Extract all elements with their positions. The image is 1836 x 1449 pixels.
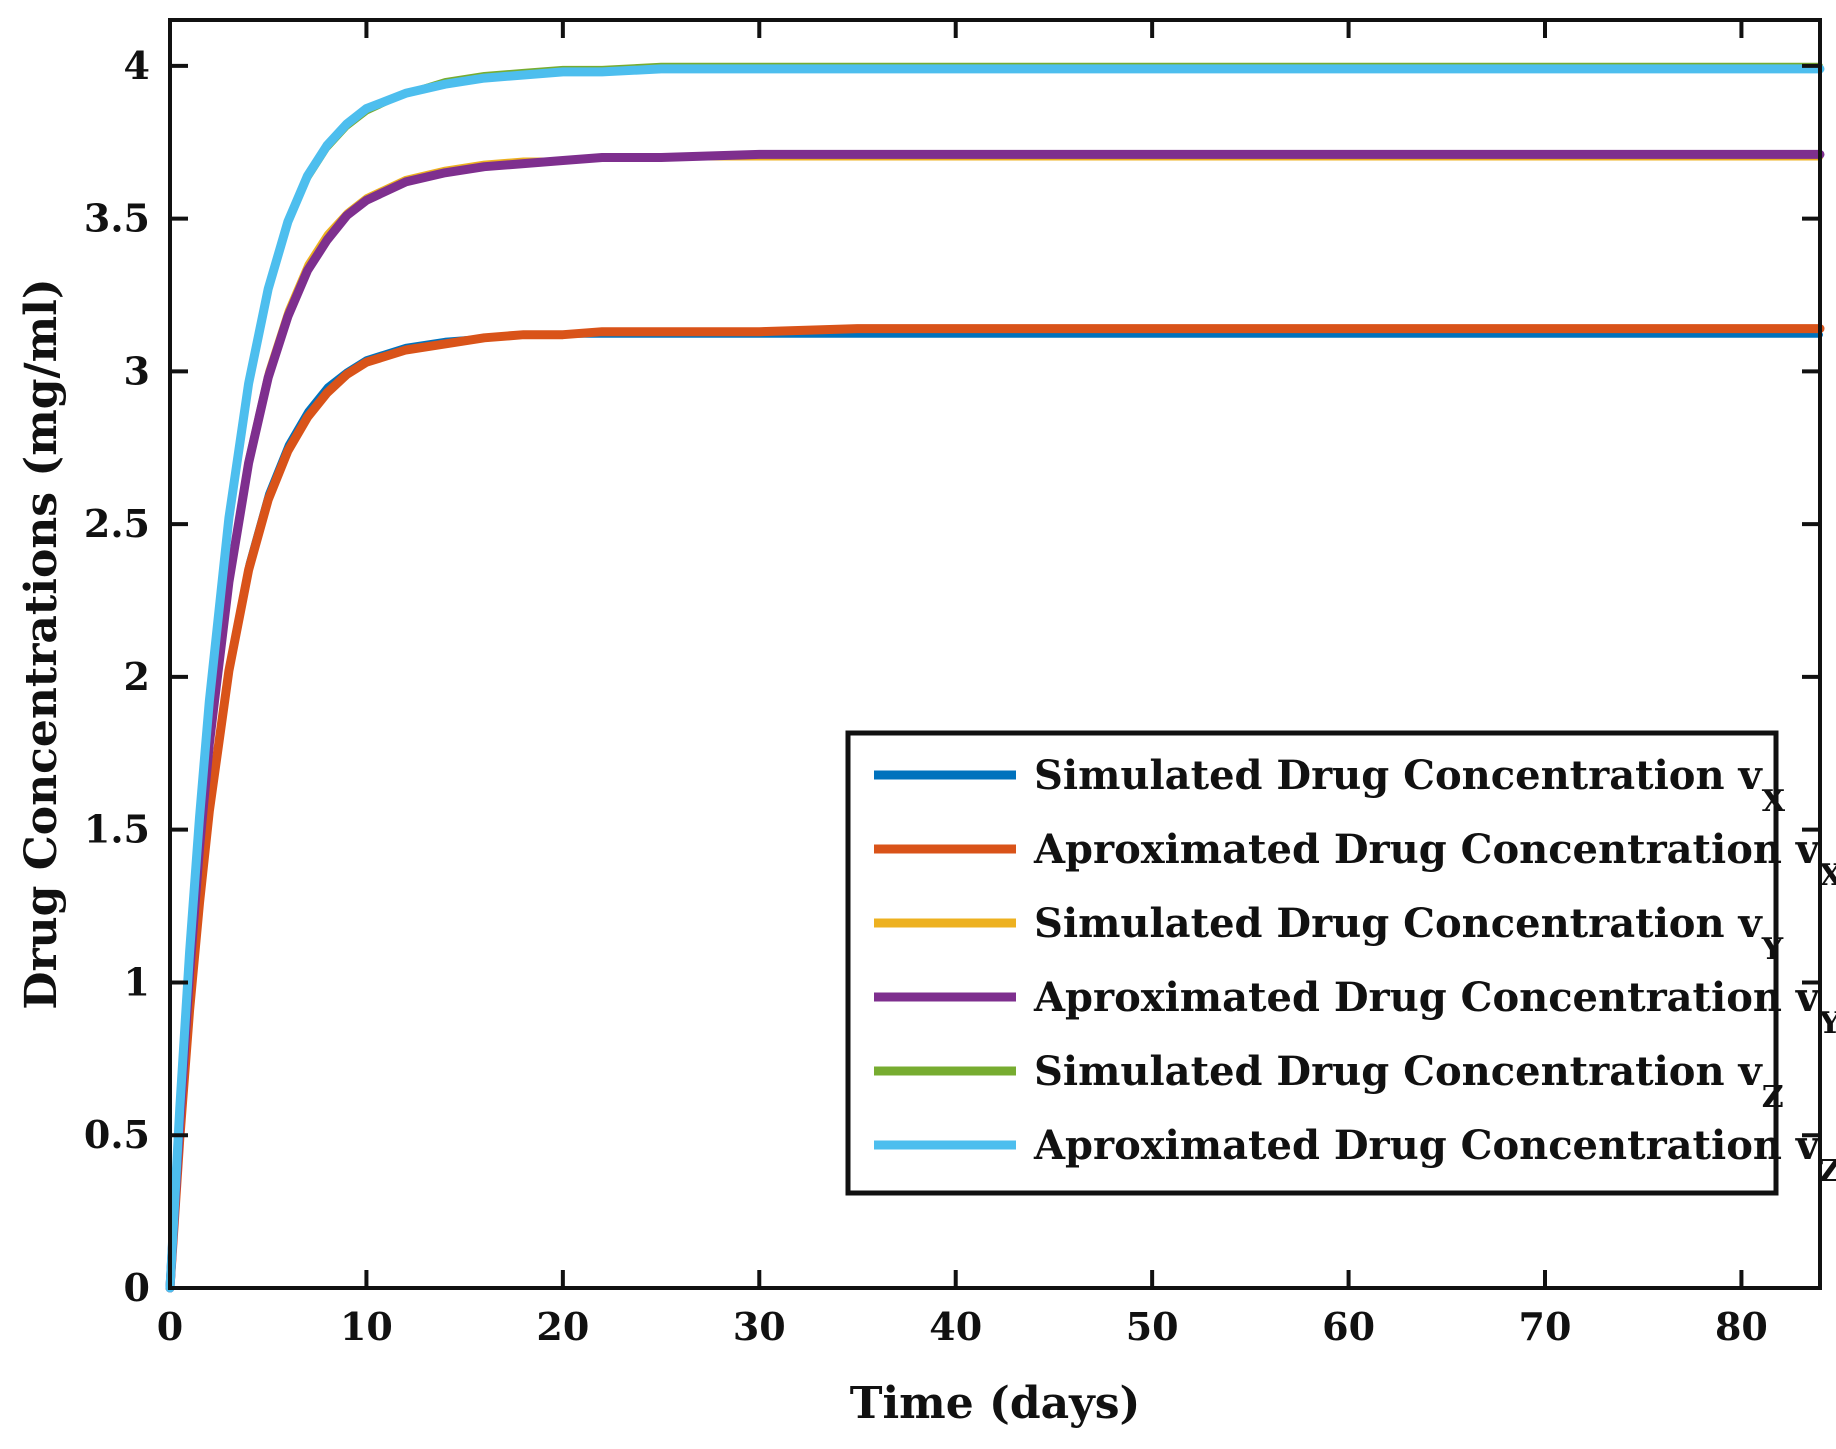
legend-label: Aproximated Drug Concentration vZ	[1033, 1122, 1836, 1189]
series-layer	[165, 62, 1825, 1293]
legend-label-text: Aproximated Drug Concentration v	[1033, 826, 1821, 873]
legend-label-subscript: Z	[1762, 1080, 1784, 1115]
legend-label-text: Simulated Drug Concentration v	[1034, 900, 1763, 947]
x-tick-label: 30	[733, 1304, 786, 1349]
legend-label-text: Aproximated Drug Concentration v	[1033, 1122, 1821, 1169]
legend-box	[845, 730, 1779, 1196]
x-tick-label: 50	[1126, 1304, 1179, 1349]
x-tick-label: 80	[1715, 1304, 1768, 1349]
x-tick-label: 0	[157, 1304, 183, 1349]
legend-label: Simulated Drug Concentration vX	[1034, 752, 1786, 819]
series-line	[165, 324, 1825, 1293]
legend-label-subscript: X	[1819, 858, 1836, 893]
plot-frame	[168, 18, 1822, 1290]
legend-label: Aproximated Drug Concentration vY	[1033, 974, 1836, 1041]
y-tick-label: 0	[124, 1265, 150, 1310]
legend-label-subscript: X	[1762, 784, 1786, 819]
legend-label: Simulated Drug Concentration vZ	[1034, 1048, 1784, 1115]
y-tick-label: 1.5	[84, 807, 150, 852]
y-tick-label: 1	[124, 959, 150, 1004]
legend-label-subscript: Y	[1761, 932, 1784, 967]
y-tick-label: 4	[124, 43, 150, 88]
y-tick-label: 2.5	[84, 501, 150, 546]
legend-label-text: Simulated Drug Concentration v	[1034, 752, 1763, 799]
legend-label-text: Simulated Drug Concentration v	[1034, 1048, 1763, 1095]
series-line	[165, 149, 1825, 1293]
y-tick-label: 2	[124, 654, 150, 699]
x-axis-label: Time (days)	[850, 1378, 1141, 1429]
legend-label: Simulated Drug Concentration vY	[1034, 900, 1784, 967]
legend-label-subscript: Z	[1819, 1154, 1836, 1189]
label-layer: Time (days) Drug Concentrations (mg/ml)	[16, 278, 1140, 1429]
x-tick-label: 40	[929, 1304, 982, 1349]
tick-layer: 0 10 20 30 40 50 60 70 80 0 0.5 1 1.5 2 2.5 3 3.5 4	[84, 20, 1820, 1349]
legend-label: Aproximated Drug Concentration vX	[1033, 826, 1836, 893]
y-tick-label: 3.5	[84, 196, 150, 241]
y-tick-label: 0.5	[84, 1112, 150, 1157]
y-tick-label: 3	[124, 348, 150, 393]
x-tick-label: 20	[536, 1304, 589, 1349]
legend-label-text: Aproximated Drug Concentration v	[1033, 974, 1821, 1021]
legend-label-subscript: Y	[1818, 1006, 1836, 1041]
x-tick-label: 10	[340, 1304, 393, 1349]
series-line	[165, 64, 1825, 1293]
y-axis-label: Drug Concentrations (mg/ml)	[16, 278, 67, 1009]
x-tick-label: 60	[1322, 1304, 1375, 1349]
x-tick-label: 70	[1519, 1304, 1572, 1349]
legend: Simulated Drug Concentration vXAproximat…	[845, 730, 1836, 1196]
